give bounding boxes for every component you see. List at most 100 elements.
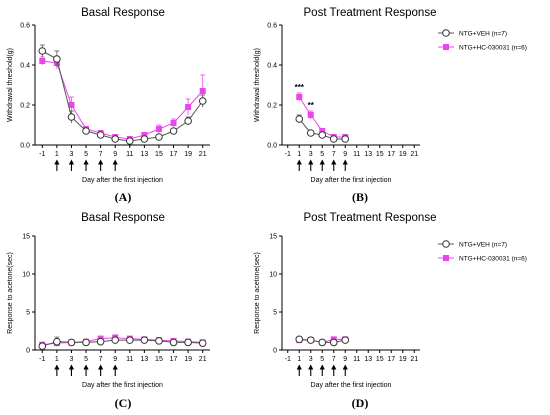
data-point-veh <box>155 133 163 141</box>
injection-arrowhead <box>342 364 348 370</box>
x-tick-label: 13 <box>140 356 148 363</box>
x-tick-label: 17 <box>170 356 178 363</box>
x-tick-label: 1 <box>297 151 301 158</box>
x-tick-label: 15 <box>376 151 384 158</box>
x-tick-label: 5 <box>320 356 324 363</box>
y-tick-label: 0.2 <box>267 103 277 110</box>
y-tick-label: 0.6 <box>267 23 277 30</box>
x-tick-label: 17 <box>170 151 178 158</box>
data-point-veh <box>306 336 315 344</box>
legend-marker-hc <box>443 255 449 261</box>
data-point-veh <box>140 135 149 143</box>
injection-arrowhead <box>54 159 60 165</box>
data-point-veh <box>140 336 149 344</box>
data-point-veh <box>82 338 90 347</box>
legend-label: NTG+HC-030031 (n=6) <box>459 45 527 52</box>
panel-title: Post Treatment Response <box>304 7 437 19</box>
legend-label: NTG+HC-030031 (n=6) <box>459 256 527 263</box>
data-point-hc <box>39 58 46 64</box>
data-point-veh <box>67 338 76 347</box>
data-point-veh <box>318 338 327 347</box>
data-point-veh <box>53 55 61 63</box>
x-tick-label: 3 <box>309 151 313 158</box>
x-tick-label: 15 <box>155 151 163 158</box>
x-tick-label: 11 <box>353 356 360 363</box>
data-point-veh <box>125 336 134 344</box>
legend-marker-veh <box>442 240 450 248</box>
data-point-veh <box>169 127 178 135</box>
significance-marker: ** <box>308 101 315 110</box>
injection-arrowhead <box>68 364 75 370</box>
y-axis-label: Withdrawal threshold(g) <box>7 48 14 122</box>
x-tick-label: 5 <box>84 356 88 363</box>
injection-arrowhead <box>308 364 314 370</box>
data-point-hc <box>68 102 75 108</box>
injection-arrowhead <box>319 364 325 370</box>
data-point-veh <box>111 336 120 344</box>
data-point-veh <box>169 338 178 347</box>
injection-arrowhead <box>54 364 60 370</box>
panel-title: Basal Response <box>81 7 165 19</box>
x-tick-label: 9 <box>113 356 117 363</box>
panel-title: Post Treatment Response <box>304 212 437 224</box>
x-tick-label: 7 <box>99 356 103 363</box>
data-point-veh <box>96 131 105 139</box>
legend: NTG+VEH (n=7) NTG+HC-030031 (n=6) <box>438 29 527 52</box>
x-tick-label: 21 <box>410 151 418 158</box>
x-tick-label: -1 <box>39 151 45 158</box>
x-tick-label: 11 <box>126 356 133 363</box>
y-tick-label: 5 <box>273 310 277 317</box>
injection-arrowhead <box>68 159 75 165</box>
y-tick-label: 0.4 <box>267 63 277 70</box>
injection-arrowhead <box>296 364 302 370</box>
y-tick-label: 0 <box>26 348 30 355</box>
x-tick-label: 7 <box>332 356 336 363</box>
panel-title: Basal Response <box>81 212 165 224</box>
legend-label: NTG+VEH (n=7) <box>459 242 507 249</box>
legend-marker-veh <box>442 29 450 37</box>
x-tick-label: -1 <box>285 356 291 363</box>
x-tick-label: 13 <box>140 151 148 158</box>
x-tick-label: 5 <box>320 151 324 158</box>
panel-label: (A) <box>115 190 132 204</box>
series-line <box>42 337 203 346</box>
injection-arrowhead <box>331 364 337 370</box>
y-tick-label: 15 <box>22 234 30 241</box>
injection-arrowhead <box>319 159 325 165</box>
data-point-hc <box>155 126 162 132</box>
data-point-veh <box>306 129 315 137</box>
data-point-veh <box>295 115 304 123</box>
legend-label: NTG+VEH (n=7) <box>459 31 507 38</box>
x-axis-label: Day after the first injection <box>82 382 163 389</box>
injection-arrowhead <box>308 159 314 165</box>
y-tick-label: 0 <box>273 348 277 355</box>
x-tick-label: 13 <box>364 356 372 363</box>
data-point-veh <box>67 113 76 121</box>
x-tick-label: 21 <box>199 151 207 158</box>
data-point-hc <box>199 88 206 94</box>
data-point-veh <box>82 127 90 135</box>
x-tick-label: 7 <box>332 151 336 158</box>
x-tick-label: 19 <box>399 151 407 158</box>
data-point-veh <box>111 135 120 143</box>
y-tick-label: 0.0 <box>267 143 277 150</box>
data-point-veh <box>198 97 207 105</box>
x-tick-label: 3 <box>70 151 74 158</box>
data-point-veh <box>125 137 134 145</box>
injection-arrowhead <box>83 159 89 165</box>
data-point-veh <box>53 337 61 346</box>
data-point-veh <box>295 335 304 344</box>
x-tick-label: 1 <box>297 356 301 363</box>
panel-label: (C) <box>115 396 132 410</box>
data-point-veh <box>38 47 47 55</box>
data-point-veh <box>318 131 327 139</box>
legend-marker-hc <box>443 44 449 50</box>
x-axis-label: Day after the first injection <box>82 177 163 184</box>
x-tick-label: 15 <box>155 356 163 363</box>
x-tick-label: 15 <box>376 356 384 363</box>
data-point-veh <box>341 336 350 344</box>
x-tick-label: 19 <box>184 151 192 158</box>
